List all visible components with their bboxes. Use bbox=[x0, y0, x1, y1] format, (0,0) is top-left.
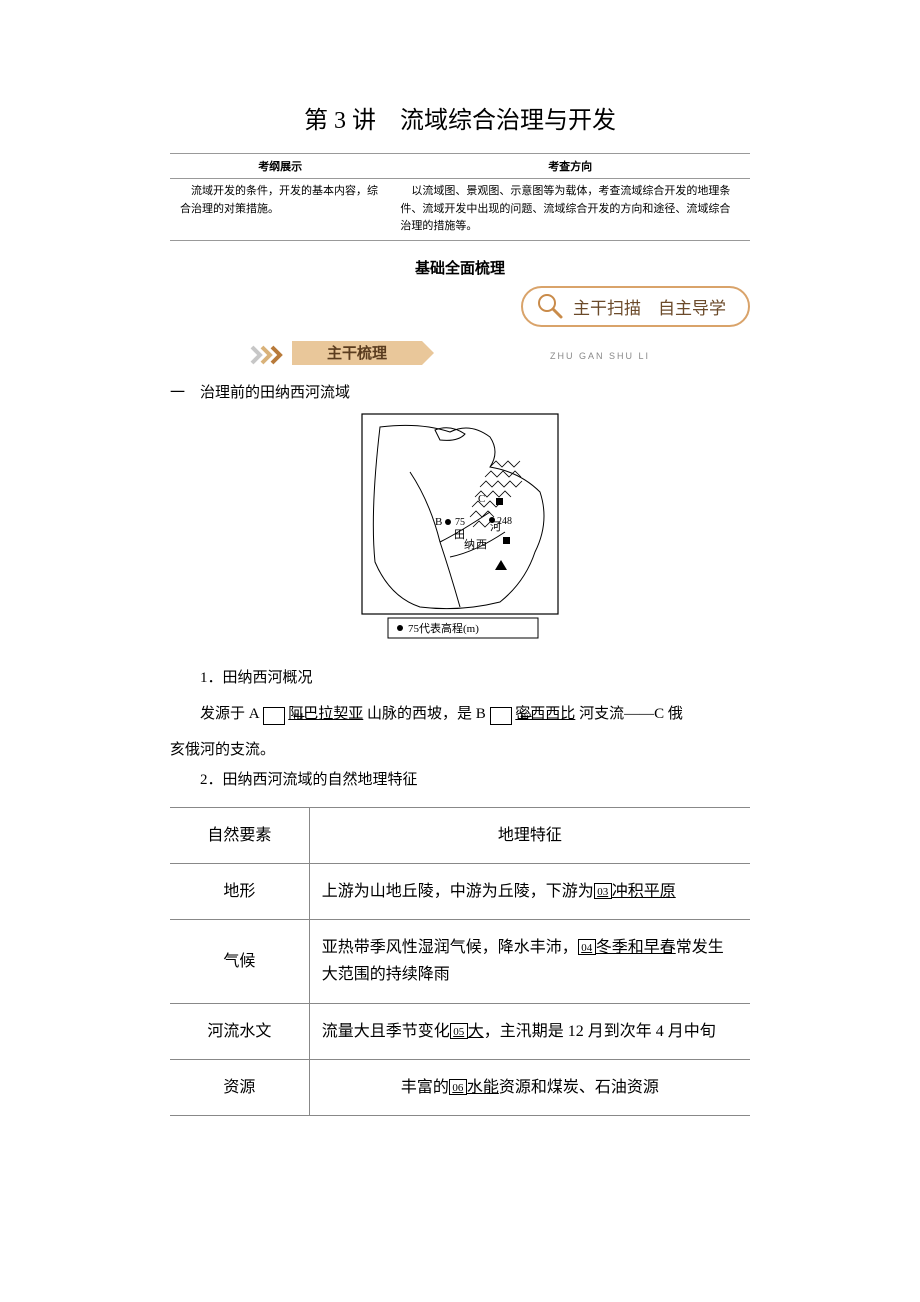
p1-mid2: 河支流——C 俄 bbox=[579, 706, 683, 722]
chevron-icon bbox=[250, 345, 288, 365]
feature-table: 自然要素 地理特征 地形 上游为山地丘陵，中游为丘陵，下游为03冲积平原 气候 … bbox=[170, 807, 750, 1116]
map-figure: B 75 C 248 河 田 纳 西 75代表高程(m) bbox=[340, 412, 580, 642]
syllabus-col1: 流域开发的条件，开发的基本内容，综合治理的对策措施。 bbox=[170, 179, 390, 241]
map-label-b: B bbox=[435, 516, 442, 528]
banner-wrap: 主干扫描 自主导学 bbox=[170, 286, 750, 327]
sub1: 1．田纳西河概况 bbox=[200, 663, 750, 693]
syllabus-col2: 以流域图、景观图、示意图等为载体，考查流域综合开发的地理条件、流域开发中出现的问… bbox=[390, 179, 750, 241]
feat-h1: 自然要素 bbox=[170, 807, 309, 863]
blank-02: 02 bbox=[490, 707, 512, 725]
feat-v-2: 流量大且季节变化05大，主汛期是 12 月到次年 4 月中旬 bbox=[309, 1003, 750, 1059]
p1-mid1: 山脉的西坡，是 B bbox=[367, 706, 490, 722]
map-legend-text: 75代表高程(m) bbox=[408, 621, 479, 635]
table-row: 河流水文 流量大且季节变化05大，主汛期是 12 月到次年 4 月中旬 bbox=[170, 1003, 750, 1059]
zhuganshuli-label: 主干梳理 bbox=[292, 341, 422, 365]
zhuganshuli-pinyin: ZHU GAN SHU LI bbox=[550, 351, 650, 361]
section-basic-header: 基础全面梳理 bbox=[170, 257, 750, 278]
map-river-na: 纳 bbox=[464, 538, 475, 551]
feat-v-0: 上游为山地丘陵，中游为丘陵，下游为03冲积平原 bbox=[309, 863, 750, 919]
feat-v-3: 丰富的06水能资源和煤炭、石油资源 bbox=[309, 1059, 750, 1115]
banner: 主干扫描 自主导学 bbox=[521, 286, 750, 327]
map-elev-75: 75 bbox=[455, 517, 465, 528]
table-row: 气候 亚热带季风性湿润气候，降水丰沛，04冬季和早春常发生大范围的持续降雨 bbox=[170, 920, 750, 1003]
map-river-xi: 西 bbox=[476, 539, 487, 551]
magnifier-icon bbox=[535, 291, 565, 321]
sub2: 2．田纳西河流域的自然地理特征 bbox=[200, 765, 750, 795]
feat-k-2: 河流水文 bbox=[170, 1003, 309, 1059]
map-label-c: C bbox=[478, 493, 485, 505]
para1-tail: 亥俄河的支流。 bbox=[170, 735, 750, 765]
feat-k-1: 气候 bbox=[170, 920, 309, 1003]
table-row: 地形 上游为山地丘陵，中游为丘陵，下游为03冲积平原 bbox=[170, 863, 750, 919]
syllabus-head-1: 考纲展示 bbox=[170, 154, 390, 179]
feat-k-0: 地形 bbox=[170, 863, 309, 919]
blank-01: 01 bbox=[263, 707, 285, 725]
feat-v-1: 亚热带季风性湿润气候，降水丰沛，04冬季和早春常发生大范围的持续降雨 bbox=[309, 920, 750, 1003]
page-title: 第 3 讲 流域综合治理与开发 bbox=[170, 100, 750, 135]
para1: 发源于 A 01 阿巴拉契亚 山脉的西坡，是 B 02 密西西比 河支流——C … bbox=[170, 699, 750, 729]
map-wrap: B 75 C 248 河 田 纳 西 75代表高程(m) bbox=[170, 412, 750, 647]
map-river-he: 河 bbox=[490, 520, 501, 533]
syllabus-table: 考纲展示 考查方向 流域开发的条件，开发的基本内容，综合治理的对策措施。 以流域… bbox=[170, 153, 750, 241]
feat-k-3: 资源 bbox=[170, 1059, 309, 1115]
banner-text: 主干扫描 自主导学 bbox=[573, 299, 726, 318]
syllabus-head-2: 考查方向 bbox=[390, 154, 750, 179]
feat-h2: 地理特征 bbox=[309, 807, 750, 863]
heading-one: 一 治理前的田纳西河流域 bbox=[170, 381, 750, 402]
p1-pre: 发源于 A bbox=[200, 706, 263, 722]
table-row: 资源 丰富的06水能资源和煤炭、石油资源 bbox=[170, 1059, 750, 1115]
zhuganshuli: 主干梳理 ZHU GAN SHU LI bbox=[250, 339, 750, 371]
